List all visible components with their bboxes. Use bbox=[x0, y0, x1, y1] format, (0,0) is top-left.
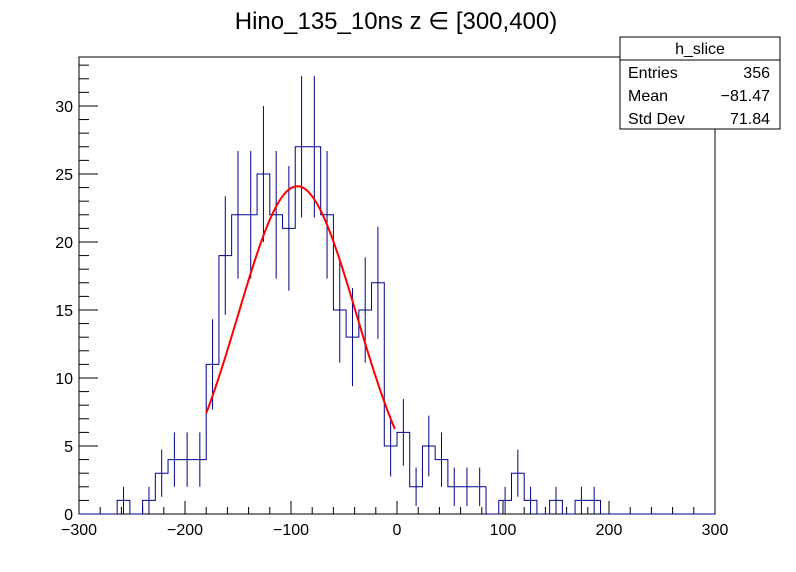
y-tick-label: 30 bbox=[55, 99, 73, 116]
y-tick-label: 20 bbox=[55, 235, 73, 252]
x-axis: −300 −200 −100 0 100 200 300 bbox=[61, 501, 728, 539]
y-axis: 0 5 10 15 20 25 30 bbox=[55, 64, 98, 524]
y-tick-label: 0 bbox=[64, 507, 73, 524]
x-tick-label: 300 bbox=[702, 522, 729, 539]
stats-entries-label: Entries bbox=[628, 65, 678, 82]
x-tick-label: 0 bbox=[393, 522, 402, 539]
stats-mean-value: −81.47 bbox=[721, 88, 770, 105]
stats-box-name: h_slice bbox=[675, 41, 725, 58]
fit-curve bbox=[205, 185, 396, 430]
gaussian-fit-series bbox=[205, 185, 396, 430]
x-tick-label: −100 bbox=[273, 522, 309, 539]
y-tick-label: 25 bbox=[55, 167, 73, 184]
x-tick-label: 100 bbox=[490, 522, 517, 539]
stats-entries-value: 356 bbox=[743, 65, 770, 82]
stats-stddev-label: Std Dev bbox=[628, 111, 685, 128]
x-tick-label: −200 bbox=[167, 522, 203, 539]
y-tick-label: 5 bbox=[64, 439, 73, 456]
histogram-series bbox=[79, 76, 715, 515]
stats-box: h_slice Entries 356 Mean −81.47 Std Dev … bbox=[619, 36, 781, 130]
x-tick-label: −300 bbox=[61, 522, 97, 539]
stats-mean-label: Mean bbox=[628, 88, 668, 105]
y-tick-label: 10 bbox=[55, 371, 73, 388]
stats-stddev-value: 71.84 bbox=[730, 111, 770, 128]
chart-title: Hino_135_10ns z ∈ [300,400) bbox=[235, 8, 557, 35]
histogram-outline bbox=[79, 146, 715, 515]
x-tick-label: 200 bbox=[596, 522, 623, 539]
stats-box-frame bbox=[619, 36, 781, 130]
y-tick-label: 15 bbox=[55, 303, 73, 320]
